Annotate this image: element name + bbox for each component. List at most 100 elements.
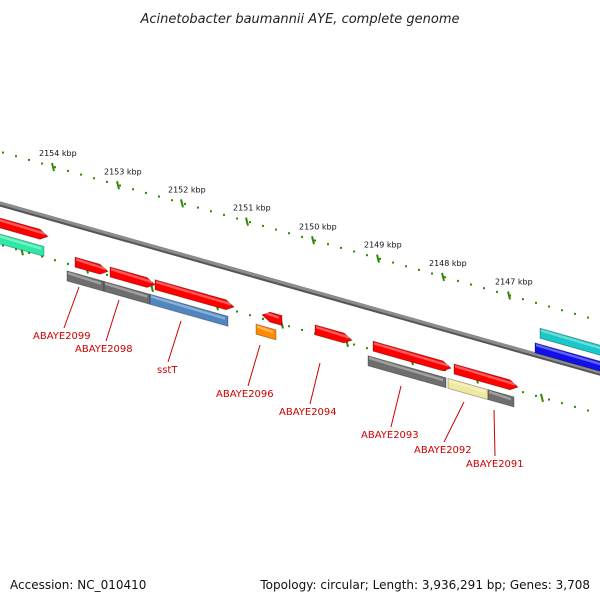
label-leader-line bbox=[105, 299, 120, 342]
gene-red-highlight bbox=[111, 268, 152, 284]
outer-scale-dot bbox=[93, 177, 95, 180]
gene-red bbox=[453, 363, 519, 391]
inner-scale-dot bbox=[353, 343, 355, 346]
gene-red bbox=[0, 217, 49, 240]
outer-scale-dot bbox=[197, 206, 199, 209]
map-title: Acinetobacter baumannii AYE, complete ge… bbox=[139, 12, 459, 27]
label-leader-line bbox=[443, 401, 465, 443]
outer-scale-dot bbox=[145, 191, 147, 194]
outer-scale-dot bbox=[483, 287, 485, 290]
gene-ABAYE2098-highlight bbox=[105, 282, 147, 298]
outer-scale-dot bbox=[184, 202, 186, 205]
outer-scale-dot bbox=[210, 210, 212, 213]
outer-scale-dot bbox=[340, 246, 342, 249]
scale-tick-label: 2150 kbp bbox=[299, 222, 337, 231]
outer-scale-dot bbox=[249, 221, 251, 224]
genome-backbone bbox=[0, 201, 600, 376]
gene-ABAYE2092-highlight bbox=[449, 379, 485, 394]
outer-scale-dot bbox=[535, 301, 537, 304]
label-leader-line bbox=[309, 362, 321, 405]
outer-scale-dot bbox=[275, 228, 277, 231]
gene-ABAYE2091-highlight bbox=[489, 390, 511, 401]
outer-scale-dot bbox=[80, 173, 82, 176]
outer-scale-dot bbox=[67, 169, 69, 172]
outer-scale-dot bbox=[15, 155, 17, 158]
outer-scale-dot bbox=[587, 316, 589, 319]
gene-ABAYE2094 bbox=[314, 324, 353, 344]
outer-scale-dot bbox=[288, 232, 290, 235]
gene-label: ABAYE2093 bbox=[361, 430, 419, 441]
outer-major-tick bbox=[51, 162, 55, 172]
scale-ticks: 2154 kbp 2153 kbp 2152 kbp 2151 kbp 2150 kbp… bbox=[20, 149, 544, 403]
outer-scale-dot bbox=[418, 268, 420, 271]
inner-scale-dot bbox=[574, 405, 576, 408]
outer-scale-dot bbox=[223, 213, 225, 216]
outer-scale-dot bbox=[2, 151, 4, 154]
outer-scale-dot bbox=[548, 305, 550, 308]
outer-scale-dot bbox=[106, 180, 108, 183]
outer-scale-dot bbox=[405, 265, 407, 268]
topology-stats-text: Topology: circular; Length: 3,936,291 bp… bbox=[260, 578, 590, 592]
inner-scale-dot bbox=[41, 255, 43, 258]
gene-ABAYE2094-highlight bbox=[316, 325, 349, 339]
outer-scale-dot bbox=[353, 250, 355, 253]
inner-scale-dot bbox=[522, 391, 524, 394]
accession-text: Accession: NC_010410 bbox=[10, 578, 147, 592]
gene-red-highlight bbox=[76, 258, 105, 270]
outer-scale-dot bbox=[262, 224, 264, 227]
outer-scale-dot bbox=[171, 199, 173, 202]
gene-ABAYE2093 bbox=[367, 355, 447, 389]
outer-scale-dot bbox=[379, 257, 381, 260]
inner-scale-dot bbox=[535, 394, 537, 397]
scale-tick-label: 2151 kbp bbox=[233, 204, 271, 213]
gene-red-highlight bbox=[374, 342, 448, 367]
outer-scale-dot bbox=[444, 276, 446, 279]
outer-scale-dot bbox=[431, 272, 433, 275]
label-leader-line bbox=[63, 286, 80, 329]
gene-sstT bbox=[149, 293, 229, 327]
label-leader-lines bbox=[63, 286, 496, 457]
outer-scale-dot bbox=[574, 312, 576, 315]
gene-darkblue-highlight bbox=[536, 343, 600, 366]
inner-scale-dot bbox=[366, 347, 368, 350]
outer-major-tick bbox=[245, 217, 249, 226]
inner-scale-dot bbox=[587, 409, 589, 412]
gene-label: ABAYE2091 bbox=[466, 459, 524, 470]
scale-tick-label: 2154 kbp bbox=[39, 149, 77, 158]
gene-label: ABAYE2098 bbox=[75, 344, 133, 355]
inner-scale-dot bbox=[15, 248, 17, 251]
outer-scale-dot bbox=[366, 254, 368, 257]
inner-scale-dot bbox=[262, 317, 264, 320]
outer-major-tick bbox=[180, 199, 184, 208]
inner-scale-dot bbox=[2, 244, 4, 247]
inner-scale-dot bbox=[288, 325, 290, 328]
inner-scale-dot bbox=[28, 251, 30, 254]
outer-scale-dot bbox=[561, 309, 563, 312]
scale-tick-label: 2148 kbp bbox=[429, 259, 467, 268]
gene-red-highlight bbox=[156, 280, 231, 306]
gene-label: ABAYE2092 bbox=[414, 445, 472, 456]
backbone-line bbox=[0, 201, 600, 374]
scale-tick-label: 2152 kbp bbox=[168, 185, 206, 194]
outer-scale-dot bbox=[522, 298, 524, 301]
gene-label: ABAYE2096 bbox=[216, 389, 274, 400]
inner-scale-dot bbox=[54, 259, 56, 262]
gene-ABAYE2096 bbox=[255, 323, 277, 341]
label-leader-line bbox=[493, 409, 496, 457]
outer-scale-dot bbox=[457, 279, 459, 282]
gene-darkblue bbox=[534, 342, 600, 372]
label-leader-line bbox=[167, 320, 182, 363]
gene-ABAYE2093-highlight bbox=[369, 356, 443, 382]
gene-ABAYE2096-highlight bbox=[257, 325, 273, 334]
outer-scale-dot bbox=[119, 184, 121, 187]
outer-scale-dot bbox=[28, 158, 30, 161]
gene-red bbox=[154, 279, 235, 311]
inner-scale-dot bbox=[548, 398, 550, 401]
outer-scale-dot bbox=[496, 290, 498, 293]
label-leader-line bbox=[390, 385, 402, 428]
outer-scale-dot bbox=[314, 239, 316, 242]
scale-tick-label: 2147 kbp bbox=[495, 278, 533, 287]
gene-red-highlight bbox=[0, 219, 45, 236]
inner-scale-dot bbox=[236, 310, 238, 313]
gene-red bbox=[261, 311, 283, 327]
